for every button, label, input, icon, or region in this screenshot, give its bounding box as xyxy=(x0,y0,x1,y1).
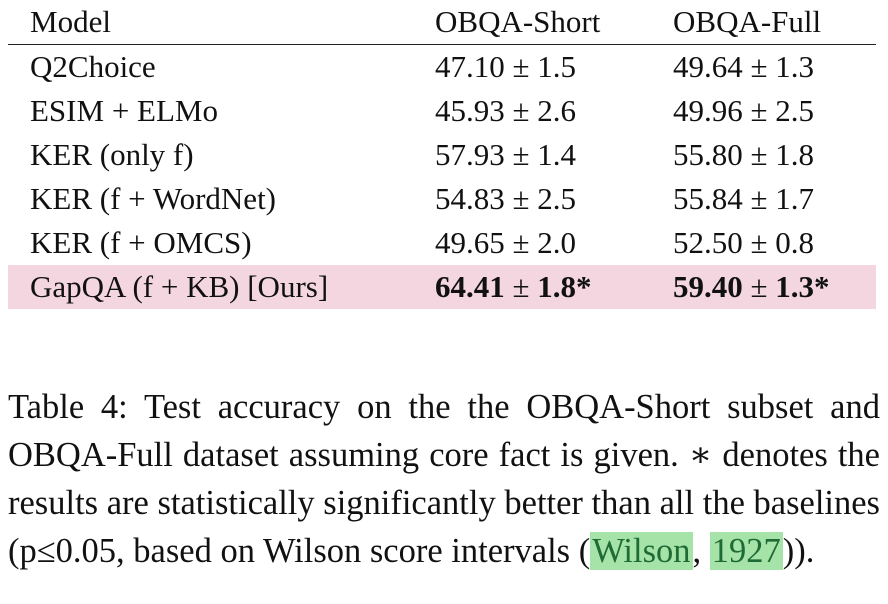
obqa-short-score-ours: 64.41 ± 1.8* xyxy=(435,265,673,309)
results-table: Model OBQA-Short OBQA-Full Q2Choice 47.1… xyxy=(8,0,876,309)
obqa-short-score: 45.93 ± 2.6 xyxy=(435,93,577,128)
caption-text-end: )). xyxy=(782,531,815,570)
model-name: ESIM + ELMo xyxy=(30,93,218,128)
table-row: KER (only f) 57.93 ± 1.4 55.80 ± 1.8 xyxy=(8,133,876,177)
model-name: KER (only f) xyxy=(30,137,194,172)
citation-author-link[interactable]: Wilson xyxy=(590,531,693,570)
table-row: ESIM + ELMo 45.93 ± 2.6 49.96 ± 2.5 xyxy=(8,89,876,133)
table-row-ours: GapQA (f + KB) [Ours] 64.41 ± 1.8* 59.40… xyxy=(8,265,876,309)
plus-minus-sign: ± xyxy=(742,269,776,304)
score-sd: 1.3* xyxy=(775,269,830,304)
table-row: KER (f + WordNet) 54.83 ± 2.5 55.84 ± 1.… xyxy=(8,177,876,221)
obqa-full-score: 55.80 ± 1.8 xyxy=(673,137,815,172)
results-table-container: Model OBQA-Short OBQA-Full Q2Choice 47.1… xyxy=(8,0,876,309)
obqa-full-score: 49.64 ± 1.3 xyxy=(673,49,815,84)
obqa-short-score: 54.83 ± 2.5 xyxy=(435,181,577,216)
obqa-full-score: 55.84 ± 1.7 xyxy=(673,181,815,216)
obqa-short-score: 49.65 ± 2.0 xyxy=(435,225,577,260)
model-name: KER (f + WordNet) xyxy=(30,181,277,216)
table-header-row: Model OBQA-Short OBQA-Full xyxy=(8,0,876,45)
table-row: KER (f + OMCS) 49.65 ± 2.0 52.50 ± 0.8 xyxy=(8,221,876,265)
obqa-full-score: 52.50 ± 0.8 xyxy=(673,225,815,260)
score-sd: 1.8* xyxy=(537,269,592,304)
model-name: Q2Choice xyxy=(30,49,156,84)
table-row: Q2Choice 47.10 ± 1.5 49.64 ± 1.3 xyxy=(8,45,876,90)
caption-text: Table 4: Test accuracy on the the OBQA-S… xyxy=(8,387,880,570)
obqa-short-score: 57.93 ± 1.4 xyxy=(435,137,577,172)
obqa-full-score-ours: 59.40 ± 1.3* xyxy=(673,265,876,309)
table-caption: Table 4: Test accuracy on the the OBQA-S… xyxy=(8,383,880,575)
header-obqa-full: OBQA-Full xyxy=(673,4,822,39)
score-mean: 64.41 xyxy=(435,269,505,304)
model-name-ours: GapQA (f + KB) [Ours] xyxy=(8,265,435,309)
obqa-full-score: 49.96 ± 2.5 xyxy=(673,93,815,128)
header-model: Model xyxy=(30,4,111,39)
model-name: KER (f + OMCS) xyxy=(30,225,252,260)
citation-year-link[interactable]: 1927 xyxy=(709,531,783,570)
score-mean: 59.40 xyxy=(673,269,743,304)
citation-separator: , xyxy=(692,531,710,570)
header-obqa-short: OBQA-Short xyxy=(435,4,601,39)
plus-minus-sign: ± xyxy=(504,269,538,304)
obqa-short-score: 47.10 ± 1.5 xyxy=(435,49,577,84)
